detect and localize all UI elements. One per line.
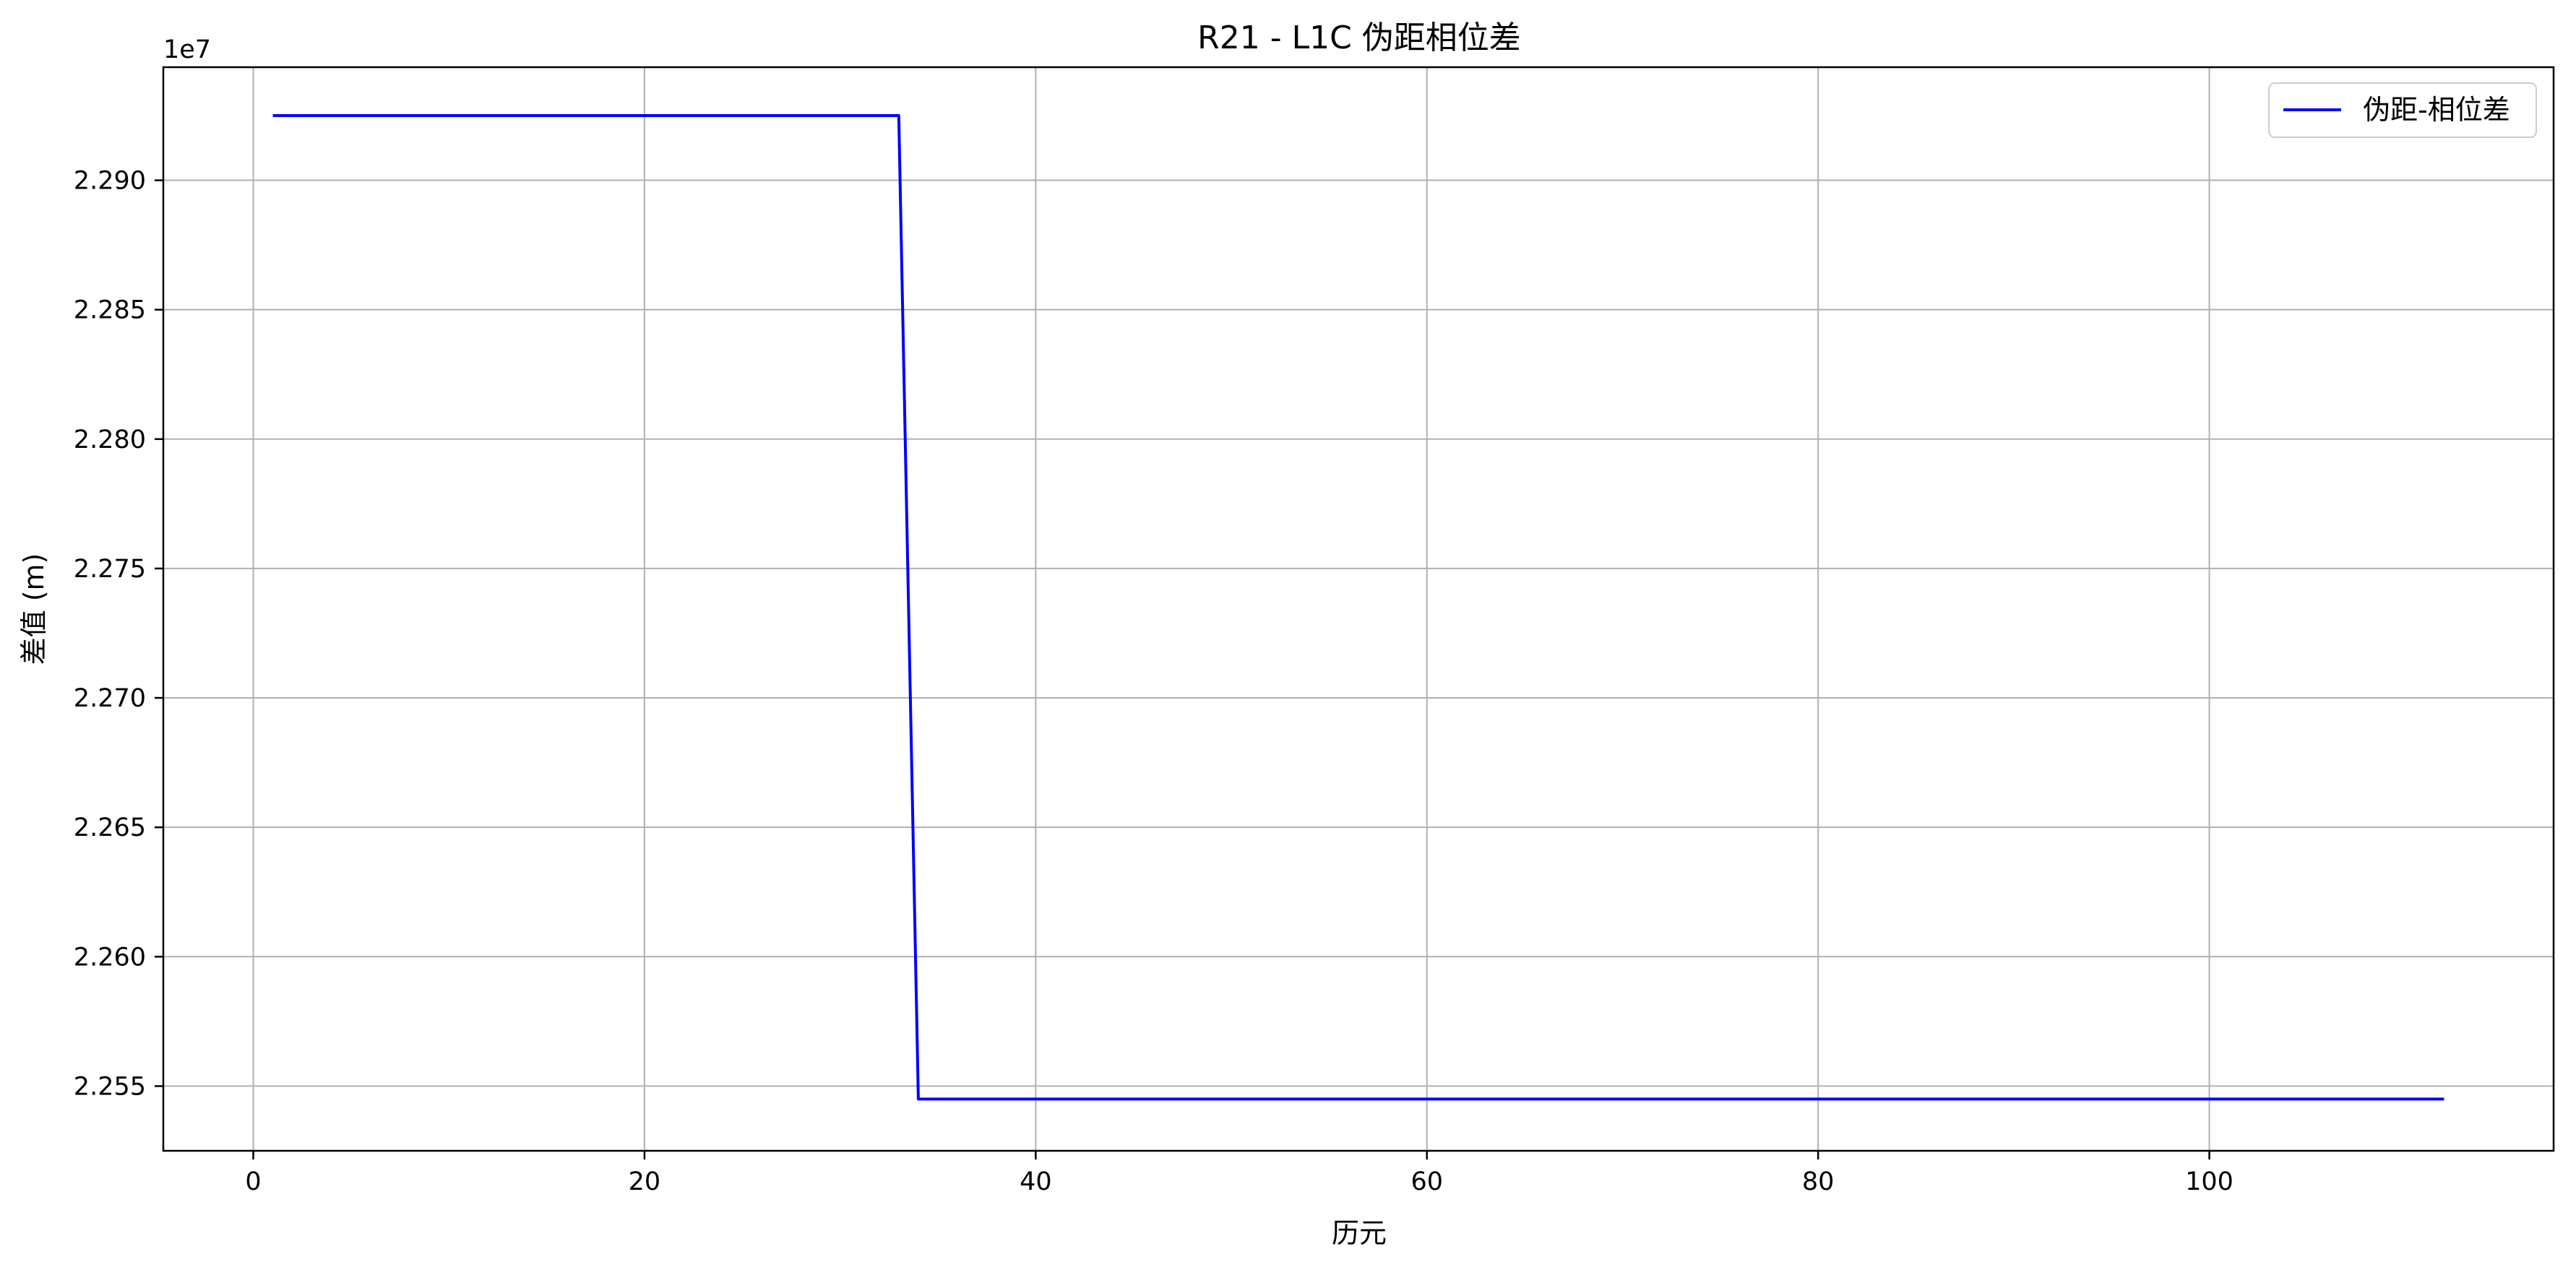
x-tick-label: 20 bbox=[629, 1167, 661, 1196]
x-tick-label: 80 bbox=[1802, 1167, 1835, 1196]
y-tick-label: 2.275 bbox=[74, 555, 146, 584]
y-tick-label: 2.255 bbox=[74, 1072, 146, 1101]
y-tick-label: 2.270 bbox=[74, 684, 146, 713]
chart-title: R21 - L1C 伪距相位差 bbox=[1197, 20, 1521, 56]
y-tick-label: 2.280 bbox=[74, 426, 146, 454]
y-offset-label: 1e7 bbox=[163, 35, 211, 64]
legend: 伪距-相位差 bbox=[2268, 82, 2537, 138]
series-layer bbox=[272, 113, 2444, 1101]
x-tick-label: 100 bbox=[2185, 1167, 2233, 1196]
x-tick-label: 40 bbox=[1020, 1167, 1052, 1196]
y-tick-label: 2.290 bbox=[74, 167, 146, 196]
y-tick-label: 2.260 bbox=[74, 943, 146, 972]
plot-area-frame bbox=[162, 66, 2555, 1152]
x-tick-label: 60 bbox=[1410, 1167, 1443, 1196]
x-tick-label: 0 bbox=[245, 1167, 261, 1196]
x-axis-label: 历元 bbox=[1332, 1217, 1387, 1249]
legend-label: 伪距-相位差 bbox=[2363, 94, 2510, 126]
y-axis-label: 差值 (m) bbox=[18, 553, 50, 665]
series-line bbox=[272, 113, 2444, 1101]
y-axis: 2.255 2.260 2.265 2.270 2.275 2.280 2.285 2.290 bbox=[74, 167, 163, 1101]
grid bbox=[163, 67, 2554, 1151]
y-tick-label: 2.285 bbox=[74, 296, 146, 325]
x-axis: 0 20 40 60 80 100 bbox=[245, 1151, 2233, 1196]
y-tick-label: 2.265 bbox=[74, 813, 146, 842]
legend-box bbox=[2268, 82, 2537, 138]
